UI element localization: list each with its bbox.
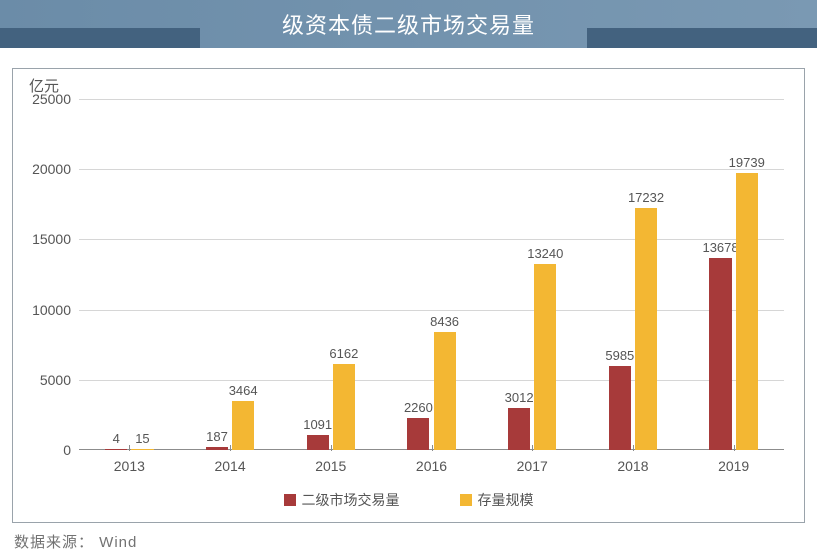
bar-value-label: 1091 [303, 417, 332, 432]
bar-value-label: 2260 [404, 400, 433, 415]
x-tick [532, 445, 533, 451]
y-tick-label: 20000 [32, 161, 71, 177]
legend-item: 存量规模 [460, 490, 534, 510]
bar-value-label: 4 [113, 431, 120, 446]
x-tick [633, 445, 634, 451]
bar-value-label: 3012 [505, 390, 534, 405]
legend-swatch [460, 494, 472, 506]
legend-item: 二级市场交易量 [284, 490, 400, 510]
x-tick-label: 2013 [114, 458, 145, 474]
data-source: 数据来源： Wind [14, 531, 803, 552]
gridline [79, 310, 784, 311]
y-tick-label: 10000 [32, 302, 71, 318]
bar-value-label: 6162 [329, 346, 358, 361]
x-tick-label: 2015 [315, 458, 346, 474]
bar-value-label: 3464 [229, 383, 258, 398]
chart-container: 亿元 0500010000150002000025000201341520141… [12, 68, 805, 523]
bar: 8436 [434, 332, 456, 450]
bar: 1091 [307, 435, 329, 450]
legend: 二级市场交易量 存量规模 [284, 490, 534, 510]
bar: 15 [131, 449, 153, 450]
gridline [79, 169, 784, 170]
bar-value-label: 13240 [527, 246, 563, 261]
bar: 19739 [736, 173, 758, 450]
bar: 3012 [508, 408, 530, 450]
x-tick-label: 2014 [214, 458, 245, 474]
bar: 4 [105, 449, 127, 450]
bar: 13240 [534, 264, 556, 450]
bar-value-label: 8436 [430, 314, 459, 329]
chart-title: 级资本债二级市场交易量 [282, 8, 535, 40]
y-tick-label: 15000 [32, 231, 71, 247]
bar: 187 [206, 447, 228, 450]
gridline [79, 380, 784, 381]
plot-area: 0500010000150002000025000201341520141873… [79, 99, 784, 450]
gridline [79, 239, 784, 240]
bar-value-label: 187 [206, 429, 228, 444]
bar-value-label: 19739 [729, 155, 765, 170]
x-tick [331, 445, 332, 451]
bar: 6162 [333, 364, 355, 451]
x-tick [432, 445, 433, 451]
y-tick-label: 5000 [40, 372, 71, 388]
bar-value-label: 17232 [628, 190, 664, 205]
x-tick [230, 445, 231, 451]
y-tick-label: 25000 [32, 91, 71, 107]
x-tick-label: 2016 [416, 458, 447, 474]
x-tick-label: 2018 [617, 458, 648, 474]
legend-label: 存量规模 [478, 490, 534, 510]
y-tick-label: 0 [63, 442, 71, 458]
gridline [79, 99, 784, 100]
x-tick-label: 2017 [517, 458, 548, 474]
bar-value-label: 13678 [702, 240, 738, 255]
bar: 17232 [635, 208, 657, 450]
bar: 5985 [609, 366, 631, 450]
x-tick [129, 445, 130, 451]
bar-value-label: 15 [135, 431, 149, 446]
legend-label: 二级市场交易量 [302, 490, 400, 510]
x-tick [734, 445, 735, 451]
bar-value-label: 5985 [605, 348, 634, 363]
legend-swatch [284, 494, 296, 506]
x-tick-label: 2019 [718, 458, 749, 474]
title-bar: 级资本债二级市场交易量 [0, 0, 817, 48]
bar: 2260 [407, 418, 429, 450]
bar: 13678 [709, 258, 731, 450]
bar: 3464 [232, 401, 254, 450]
